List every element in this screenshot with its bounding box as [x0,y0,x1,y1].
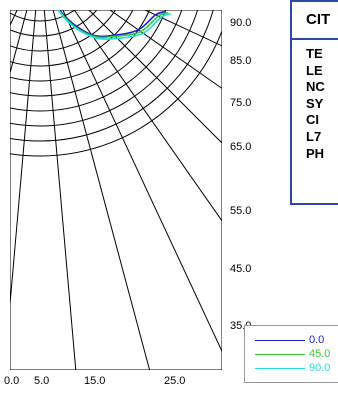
radial-tick-labels: 0.0 5.0 15.0 25.0 [4,375,185,387]
info-line: TE [306,46,323,61]
chart-series [57,10,172,40]
radial-gridline [10,10,134,67]
radial-gridline [10,10,76,22]
angular-gridline [43,10,77,370]
radial-tick-label: 25.0 [164,375,185,387]
radial-gridline [10,10,151,82]
radial-gridline [10,10,117,52]
chart-grid [0,0,222,370]
angular-gridline [73,10,222,222]
radial-gridline [10,29,222,157]
legend-item: 45.0 [255,348,338,361]
legend-swatch [255,340,305,341]
gamma-tick-label: 55.0 [230,205,251,217]
info-line: LE [306,62,323,78]
info-line: NC [306,79,325,95]
radial-gridline [0,0,85,6]
radial-tick-label: 15.0 [84,375,105,387]
legend-label: 45.0 [309,348,331,360]
gamma-tick-labels: 90.085.075.065.055.045.035.0 [230,17,251,332]
angular-gridline [52,10,151,370]
radial-gridline [10,10,214,142]
legend-item: 90.0 [255,362,338,375]
info-line: PH [306,145,325,161]
chart-legend: 0.0 45.0 90.0 [244,325,338,383]
info-panel-title: CIT [292,2,338,40]
radial-gridline [10,10,183,112]
info-line: SY [306,95,324,111]
info-panel-lines: TE LE NC SY CI L7 PH [292,40,338,162]
gamma-tick-label: 75.0 [230,97,251,109]
legend-label: 90.0 [309,362,331,374]
gamma-tick-label: 65.0 [230,141,251,153]
legend-label: 0.0 [309,334,325,346]
gamma-tick-label: 45.0 [230,263,251,275]
series-line-45.0 [57,10,169,39]
radial-tick-label: 0.0 [4,375,19,387]
angular-gridline [10,10,28,75]
legend-swatch [255,354,305,355]
radial-gridline [10,10,199,127]
info-line: CI [306,112,319,128]
legend-swatch [255,368,305,369]
series-line-90.0 [57,10,172,40]
angular-gridline [88,10,222,144]
radial-gridline [10,10,167,97]
info-panel: CIT TE LE NC SY CI L7 PH [290,0,338,205]
gamma-tick-label: 85.0 [230,55,251,67]
radial-gridline [10,10,98,37]
radial-tick-label: 5.0 [34,375,49,387]
angular-gridline [62,10,222,353]
angular-gridline [10,10,37,310]
gamma-tick-label: 90.0 [230,17,251,29]
info-line: L7 [306,128,322,144]
series-line-0.0 [58,10,166,38]
legend-item: 0.0 [255,334,338,347]
